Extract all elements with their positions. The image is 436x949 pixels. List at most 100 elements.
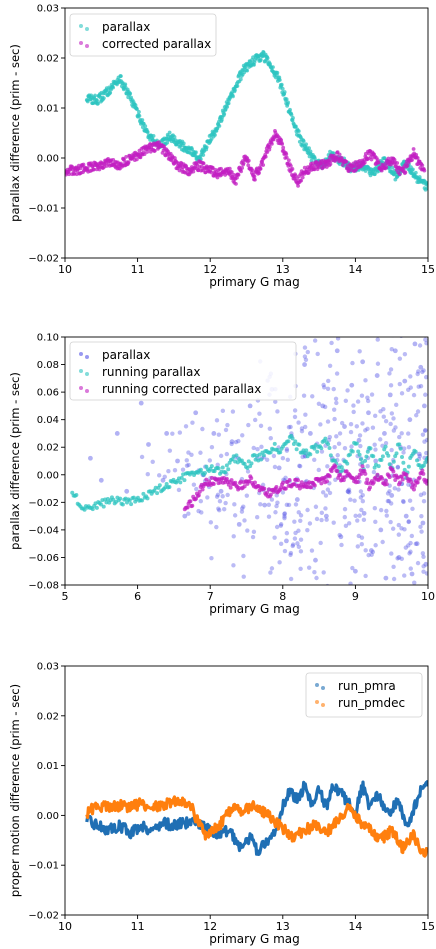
data-point	[369, 392, 375, 397]
data-point	[305, 485, 310, 490]
data-point	[317, 629, 321, 633]
data-point	[395, 465, 401, 470]
data-point	[318, 540, 323, 546]
data-point	[308, 149, 313, 154]
data-point	[399, 556, 405, 561]
data-point	[303, 481, 308, 486]
data-point	[312, 446, 317, 451]
data-point	[389, 290, 393, 294]
data-point	[202, 470, 207, 475]
x-tick-label: 11	[131, 263, 145, 276]
data-point	[126, 160, 131, 164]
data-point	[400, 498, 406, 504]
data-point	[145, 471, 150, 477]
data-point	[323, 493, 329, 498]
data-point	[376, 464, 381, 469]
data-point	[390, 165, 395, 170]
data-point	[93, 93, 97, 98]
data-point	[362, 623, 366, 627]
data-point	[371, 279, 375, 283]
data-point	[381, 414, 386, 419]
data-point	[319, 517, 324, 523]
data-point	[284, 446, 290, 452]
data-point	[272, 535, 277, 540]
data-point	[394, 451, 399, 456]
data-point	[209, 445, 215, 450]
data-point	[413, 312, 417, 316]
data-point	[258, 502, 263, 507]
data-point	[290, 436, 295, 441]
data-point	[205, 495, 210, 500]
data-point	[295, 541, 300, 546]
data-point	[312, 569, 317, 575]
data-point	[399, 431, 404, 436]
data-point	[282, 511, 287, 517]
data-point	[182, 478, 187, 483]
data-point	[425, 186, 428, 190]
data-point	[369, 157, 374, 162]
data-point	[346, 487, 352, 492]
data-point	[401, 499, 406, 505]
data-point	[328, 162, 333, 166]
data-point	[418, 492, 424, 498]
data-point	[275, 409, 280, 414]
data-point	[246, 163, 251, 168]
data-point	[411, 487, 416, 492]
data-point	[253, 177, 257, 182]
data-point	[351, 409, 356, 415]
data-point	[275, 500, 280, 505]
data-point	[216, 432, 222, 437]
x-tick-label: 10	[58, 920, 72, 933]
data-point	[363, 471, 368, 476]
data-point	[364, 454, 369, 459]
data-point	[302, 345, 308, 350]
data-point	[353, 568, 358, 574]
data-point	[378, 507, 384, 513]
data-point	[194, 150, 198, 155]
data-point	[236, 438, 241, 444]
x-tick-label: 10	[58, 263, 72, 276]
data-point	[227, 166, 232, 171]
data-point	[327, 490, 333, 496]
data-point	[288, 576, 294, 582]
data-point	[277, 78, 282, 82]
legend-marker	[315, 700, 319, 704]
data-point	[421, 403, 427, 409]
data-point	[388, 383, 394, 388]
data-point	[249, 476, 254, 481]
data-point	[376, 611, 380, 615]
legend: run_pmra run_pmdec	[305, 672, 423, 718]
data-point	[378, 409, 383, 414]
data-point	[420, 258, 424, 262]
data-point	[372, 305, 376, 309]
data-point	[374, 617, 378, 621]
data-point	[209, 464, 214, 469]
data-point	[288, 550, 294, 556]
data-point	[397, 172, 402, 177]
data-point	[339, 302, 343, 306]
data-point	[315, 351, 320, 357]
data-point	[250, 168, 255, 173]
data-point	[288, 107, 292, 112]
data-point	[291, 116, 295, 120]
data-point	[198, 450, 203, 455]
data-point	[155, 491, 160, 496]
data-point	[309, 548, 315, 553]
legend-box	[69, 13, 217, 57]
data-point	[323, 513, 329, 519]
data-point	[111, 85, 116, 90]
data-point	[241, 553, 246, 559]
data-point	[365, 398, 371, 404]
data-point	[388, 421, 393, 427]
data-point	[389, 493, 395, 498]
data-point	[354, 424, 360, 429]
y-tick-label: −0.08	[28, 581, 59, 592]
data-point	[305, 349, 311, 355]
data-point	[415, 409, 421, 414]
y-tick-label: 0.02	[37, 443, 59, 454]
data-point	[387, 475, 392, 480]
data-point	[387, 392, 393, 398]
data-point	[186, 450, 191, 455]
data-point	[387, 489, 392, 494]
data-point	[296, 420, 301, 425]
